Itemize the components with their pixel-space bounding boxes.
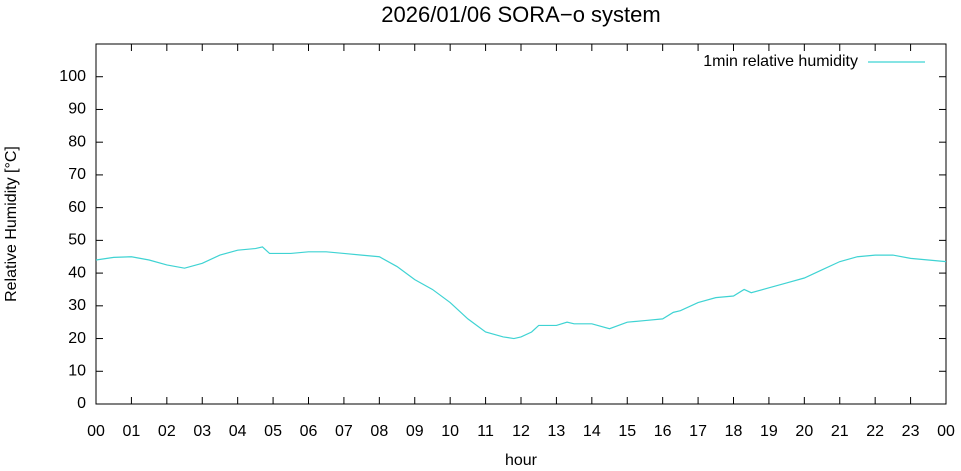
x-axis-label: hour <box>505 452 538 469</box>
x-tick-label: 15 <box>618 423 636 440</box>
y-tick-label: 60 <box>68 199 86 216</box>
x-tick-label: 02 <box>158 423 176 440</box>
y-tick-label: 80 <box>68 133 86 150</box>
x-tick-label: 20 <box>795 423 813 440</box>
x-tick-label: 00 <box>937 423 955 440</box>
x-tick-label: 12 <box>512 423 530 440</box>
x-tick-label: 03 <box>193 423 211 440</box>
y-tick-label: 10 <box>68 362 86 379</box>
y-tick-label: 100 <box>59 68 86 85</box>
x-tick-label: 05 <box>264 423 282 440</box>
x-tick-label: 23 <box>902 423 920 440</box>
x-tick-label: 10 <box>441 423 459 440</box>
x-tick-label: 21 <box>831 423 849 440</box>
y-tick-label: 20 <box>68 330 86 347</box>
x-tick-label: 09 <box>406 423 424 440</box>
legend-label: 1min relative humidity <box>703 53 858 70</box>
x-tick-label: 01 <box>123 423 141 440</box>
x-tick-label: 18 <box>725 423 743 440</box>
x-tick-label: 06 <box>300 423 318 440</box>
x-tick-label: 16 <box>654 423 672 440</box>
plot-frame <box>95 43 947 405</box>
x-tick-label: 22 <box>866 423 884 440</box>
y-axis-label: Relative Humidity [°C] <box>3 146 20 302</box>
y-tick-label: 50 <box>68 232 86 249</box>
chart-title: 2026/01/06 SORA−o system <box>381 2 660 27</box>
x-tick-label: 07 <box>335 423 353 440</box>
x-tick-label: 14 <box>583 423 601 440</box>
x-tick-label: 11 <box>477 423 494 440</box>
x-tick-label: 13 <box>548 423 566 440</box>
y-tick-label: 30 <box>68 297 86 314</box>
y-tick-label: 90 <box>68 101 86 118</box>
y-tick-label: 0 <box>77 395 86 412</box>
x-tick-label: 00 <box>87 423 105 440</box>
x-tick-label: 17 <box>689 423 707 440</box>
data-line <box>95 246 947 340</box>
x-tick-label: 19 <box>760 423 778 440</box>
y-tick-label: 70 <box>68 166 86 183</box>
x-tick-label: 08 <box>370 423 388 440</box>
x-tick-label: 04 <box>229 423 247 440</box>
y-tick-label: 40 <box>68 264 86 281</box>
